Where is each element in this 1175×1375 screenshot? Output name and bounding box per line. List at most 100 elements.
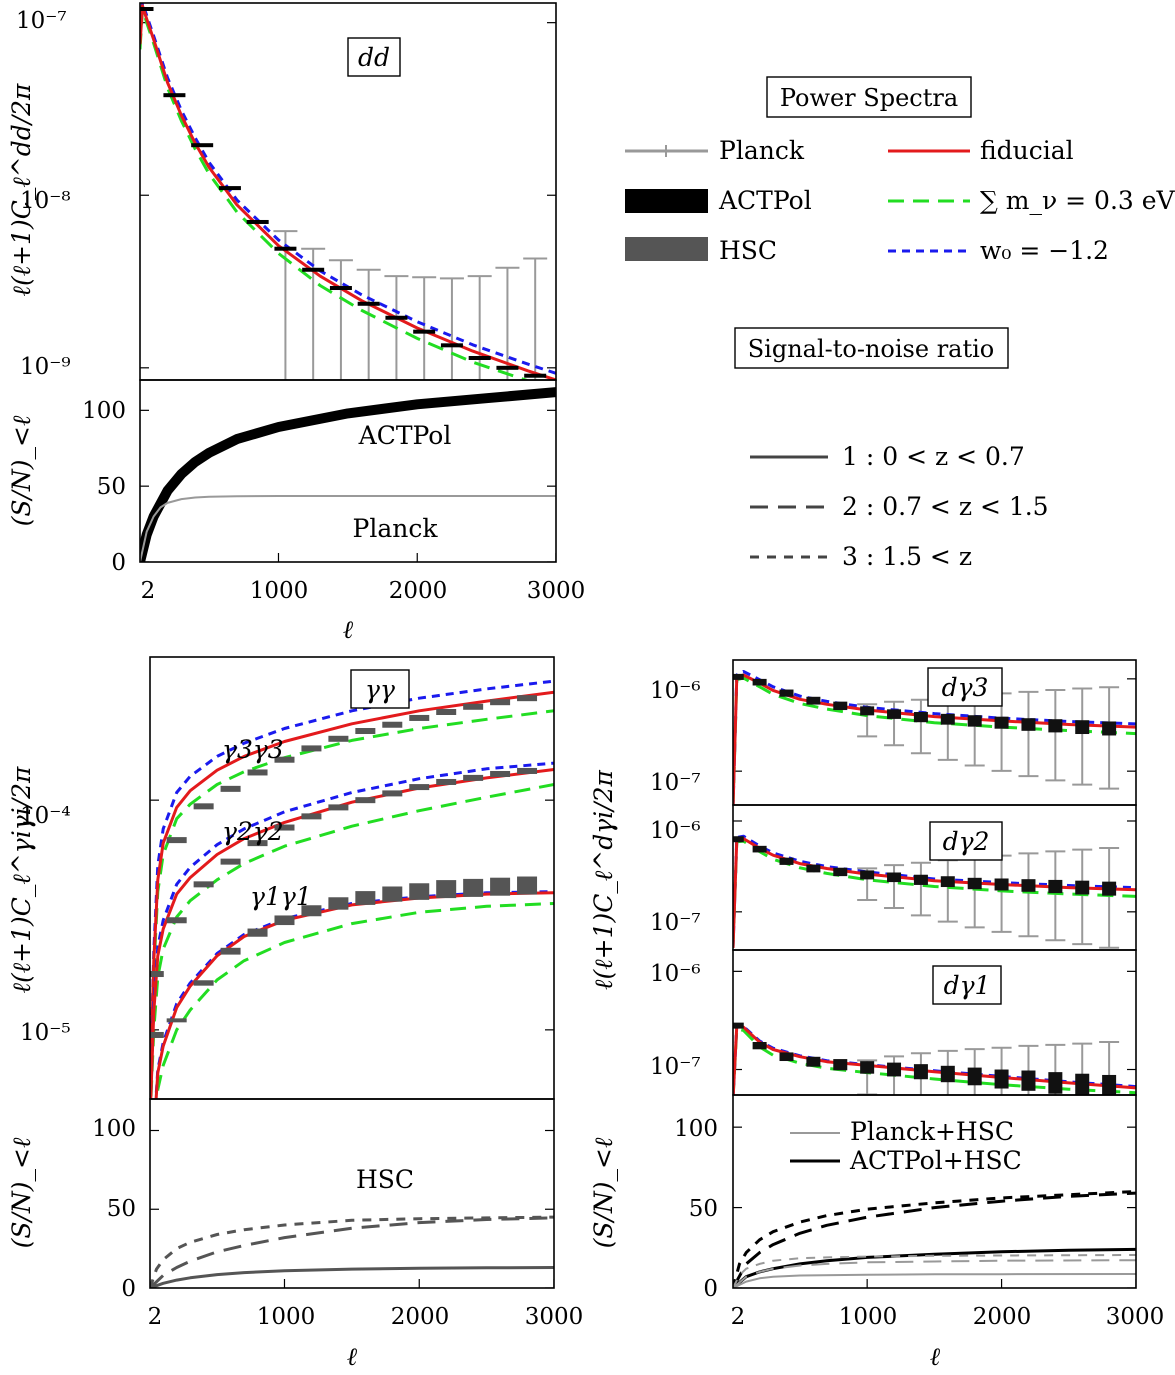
dd-actpol-point xyxy=(357,301,380,306)
dg1-plot-area xyxy=(733,970,1136,1095)
gg-ylabel: ℓ(ℓ+1)C_ℓ^γiγi/2π xyxy=(7,766,36,993)
dg2-actpol-hsc-point xyxy=(733,836,744,843)
gg-hsc-point xyxy=(220,947,241,955)
gg-hsc-point xyxy=(382,721,403,728)
dg-sn-ylabel: (S/N)_<ℓ xyxy=(589,1137,618,1248)
gg-hsc-point xyxy=(490,877,511,896)
gg-sn-xtick-2: 2 xyxy=(148,1304,163,1330)
gg-hsc-point xyxy=(517,695,538,702)
dg3-tag-box xyxy=(927,667,1003,707)
dd-tag-box xyxy=(347,37,401,77)
gg-hsc-point xyxy=(328,804,349,811)
dg2-actpol-hsc-point xyxy=(860,870,875,880)
gg-annot-g1g1: γ1γ1 xyxy=(250,882,312,911)
gg-sn-ylabel: (S/N)_<ℓ xyxy=(7,1137,36,1248)
gg-sn-axes-frame xyxy=(149,1098,555,1289)
dd-actpol-point xyxy=(385,315,408,320)
dg-sn-xtick-3000: 3000 xyxy=(1106,1304,1165,1330)
sn-title-box xyxy=(734,327,1009,369)
gg-hsc-point xyxy=(328,735,349,742)
gg-sn-line-bin1 xyxy=(150,1266,554,1288)
gg-hsc-point xyxy=(355,891,376,905)
dd-actpol-point xyxy=(163,93,186,98)
dg-sn-line-4 xyxy=(733,1259,1136,1288)
gg-hsc-point xyxy=(301,813,322,820)
dg1-actpol-hsc-point xyxy=(779,1052,794,1062)
dg3-actpol-hsc-point xyxy=(1048,719,1063,733)
dg-sn-ytick-0: 0 xyxy=(703,1276,718,1302)
legend-power-spectra: Power Spectra Planck ACTPol HSC fiducial… xyxy=(625,76,1175,265)
gg-sn-xtick-1000: 1000 xyxy=(257,1304,316,1330)
dg1-actpol-hsc-point xyxy=(733,1022,744,1029)
dg3-plot-area xyxy=(733,670,1136,805)
dg2-tag-box xyxy=(929,821,1003,861)
gg-hsc-point xyxy=(409,784,430,791)
gg-sn-ytick-0: 0 xyxy=(121,1276,136,1302)
dg-sn-line-1 xyxy=(733,1191,1136,1288)
dg1-actpol-hsc-point xyxy=(1048,1072,1063,1094)
dg2-actpol-hsc-point xyxy=(1102,881,1117,896)
panel-dd-sn: ACTPol Planck 100 50 0 2 1000 2000 3000 … xyxy=(7,379,586,644)
gg-hsc-point xyxy=(247,769,268,776)
gg-hsc-point xyxy=(193,803,214,810)
dg-sn-line-0 xyxy=(733,1247,1136,1288)
gg-hsc-point xyxy=(490,699,511,706)
gg-tag: γγ xyxy=(365,675,395,704)
dg3-actpol-hsc-point xyxy=(940,713,955,725)
dg3-ytick-1e-7: 10⁻⁷ xyxy=(650,770,701,796)
gg-hsc-point xyxy=(355,728,376,735)
legend-title-box xyxy=(766,76,972,118)
gg-hsc-point xyxy=(166,1018,187,1023)
dd-actpol-point xyxy=(218,186,241,191)
panel-gg-sn: HSC 100 50 0 2 1000 2000 3000 ℓ (S/N)_<ℓ xyxy=(7,1098,583,1371)
dg-sn-xlabel: ℓ xyxy=(930,1342,941,1371)
dd-sn-ytick-0: 0 xyxy=(111,550,126,576)
gg-hsc-point xyxy=(328,897,349,910)
dd-actpol-point xyxy=(496,365,519,370)
legend-actpol-swatch xyxy=(625,189,708,213)
dg3-actpol-hsc-point xyxy=(967,715,982,727)
gg-hsc-point xyxy=(517,876,538,895)
gg-hsc-point xyxy=(436,708,457,715)
legend-hsc-label: HSC xyxy=(719,236,777,265)
gg-sn-line-bin3 xyxy=(150,1215,554,1288)
dd-actpol-point xyxy=(413,329,436,334)
panel-gg: γγ γ3γ3 γ2γ2 γ1γ1 10⁻⁴ 10⁻⁵ ℓ(ℓ+1)C_ℓ^γi… xyxy=(7,656,555,1100)
gg-plot-area xyxy=(150,679,554,1099)
dd-actpol-point xyxy=(246,219,269,224)
legend-fiducial-label: fiducial xyxy=(980,136,1074,165)
dd-actpol-point xyxy=(329,286,352,291)
gg-line-w0-1 xyxy=(154,890,554,1099)
dg1-actpol-hsc-point xyxy=(752,1042,767,1050)
gg-hsc-point xyxy=(409,714,430,721)
gg-hsc-point xyxy=(274,824,295,831)
dg3-actpol-hsc-point xyxy=(752,678,767,686)
dd-sn-ylabel: (S/N)_<ℓ xyxy=(7,415,36,526)
dg-ylabel: ℓ(ℓ+1)C_ℓ^dγi/2π xyxy=(589,769,618,989)
gg-line-mnu-2 xyxy=(150,783,554,1099)
dg2-actpol-hsc-point xyxy=(833,867,848,877)
gg-hsc-point xyxy=(166,917,187,924)
dd-actpol-point xyxy=(524,373,547,378)
gg-line-mnu-1 xyxy=(155,902,554,1099)
gg-hsc-point xyxy=(220,785,241,792)
dd-plot-area xyxy=(140,3,556,380)
dd-sn-plot-area xyxy=(140,387,556,562)
dg2-actpol-hsc-point xyxy=(913,874,928,885)
dg2-actpol-hsc-point xyxy=(967,877,982,890)
dg1-actpol-hsc-point xyxy=(994,1069,1009,1089)
dd-sn-xtick-3000: 3000 xyxy=(527,578,586,604)
dd-ylabel: ℓ(ℓ+1)C_ℓ^dd/2π xyxy=(7,83,36,297)
dg1-actpol-hsc-point xyxy=(806,1056,821,1067)
gg-hsc-point xyxy=(150,1031,164,1038)
dd-sn-planck-label: Planck xyxy=(353,514,439,543)
dd-actpol-point xyxy=(302,267,325,272)
dg-sn-legend-actpol: ACTPol+HSC xyxy=(849,1146,1022,1175)
gg-hsc-point xyxy=(382,790,403,797)
dg1-actpol-hsc-point xyxy=(860,1061,875,1074)
dd-sn-ytick-50: 50 xyxy=(97,474,126,500)
dd-actpol-point xyxy=(468,355,491,360)
gg-line-fiducial-3 xyxy=(150,690,554,1099)
dg2-tag: dγ2 xyxy=(943,827,990,856)
dg2-actpol-hsc-point xyxy=(806,864,821,873)
